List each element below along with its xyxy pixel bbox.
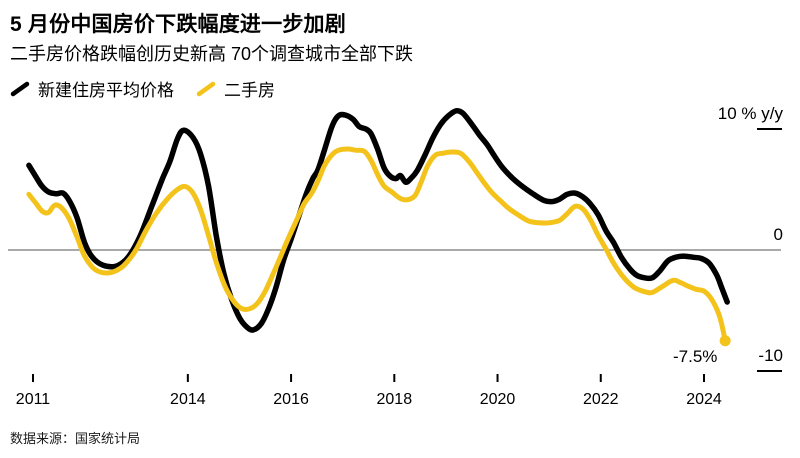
y-axis-label-0: 0	[773, 225, 783, 244]
x-axis-label-2018: 2018	[376, 391, 413, 408]
x-axis-label-2022: 2022	[582, 391, 619, 408]
series-line-1	[26, 146, 728, 344]
x-axis-label-2016: 2016	[273, 391, 309, 408]
y-axis-label-minus10: -10	[758, 346, 783, 365]
legend-item-new-homes: 新建住房平均价格	[10, 76, 174, 101]
x-axis-label-2011: 2011	[15, 391, 51, 408]
x-axis-label-2024: 2024	[686, 391, 722, 408]
legend-item-second-hand: 二手房	[196, 76, 275, 101]
x-axis-label-2014: 2014	[170, 391, 206, 408]
second-hand-line-swatch-icon	[196, 81, 216, 96]
page-subtitle: 二手房价格跌幅创历史新高 70个调查城市全部下跌	[10, 44, 414, 64]
data-source-note: 数据来源：国家统计局	[10, 431, 141, 446]
legend-label-second-hand: 二手房	[224, 81, 275, 100]
last-value-annotation: -7.5%	[673, 346, 718, 366]
series-end-dot	[719, 335, 731, 347]
x-axis-label-2020: 2020	[479, 391, 516, 408]
series-line-0	[26, 107, 730, 333]
legend-label-new-homes: 新建住房平均价格	[38, 81, 174, 100]
legend: 新建住房平均价格 二手房	[10, 76, 275, 101]
y-axis-label-10: 10 % y/y	[717, 104, 783, 123]
new-homes-line-swatch-icon	[10, 81, 30, 96]
page-title: 5 月份中国房价下跌幅度进一步加剧	[10, 13, 346, 36]
